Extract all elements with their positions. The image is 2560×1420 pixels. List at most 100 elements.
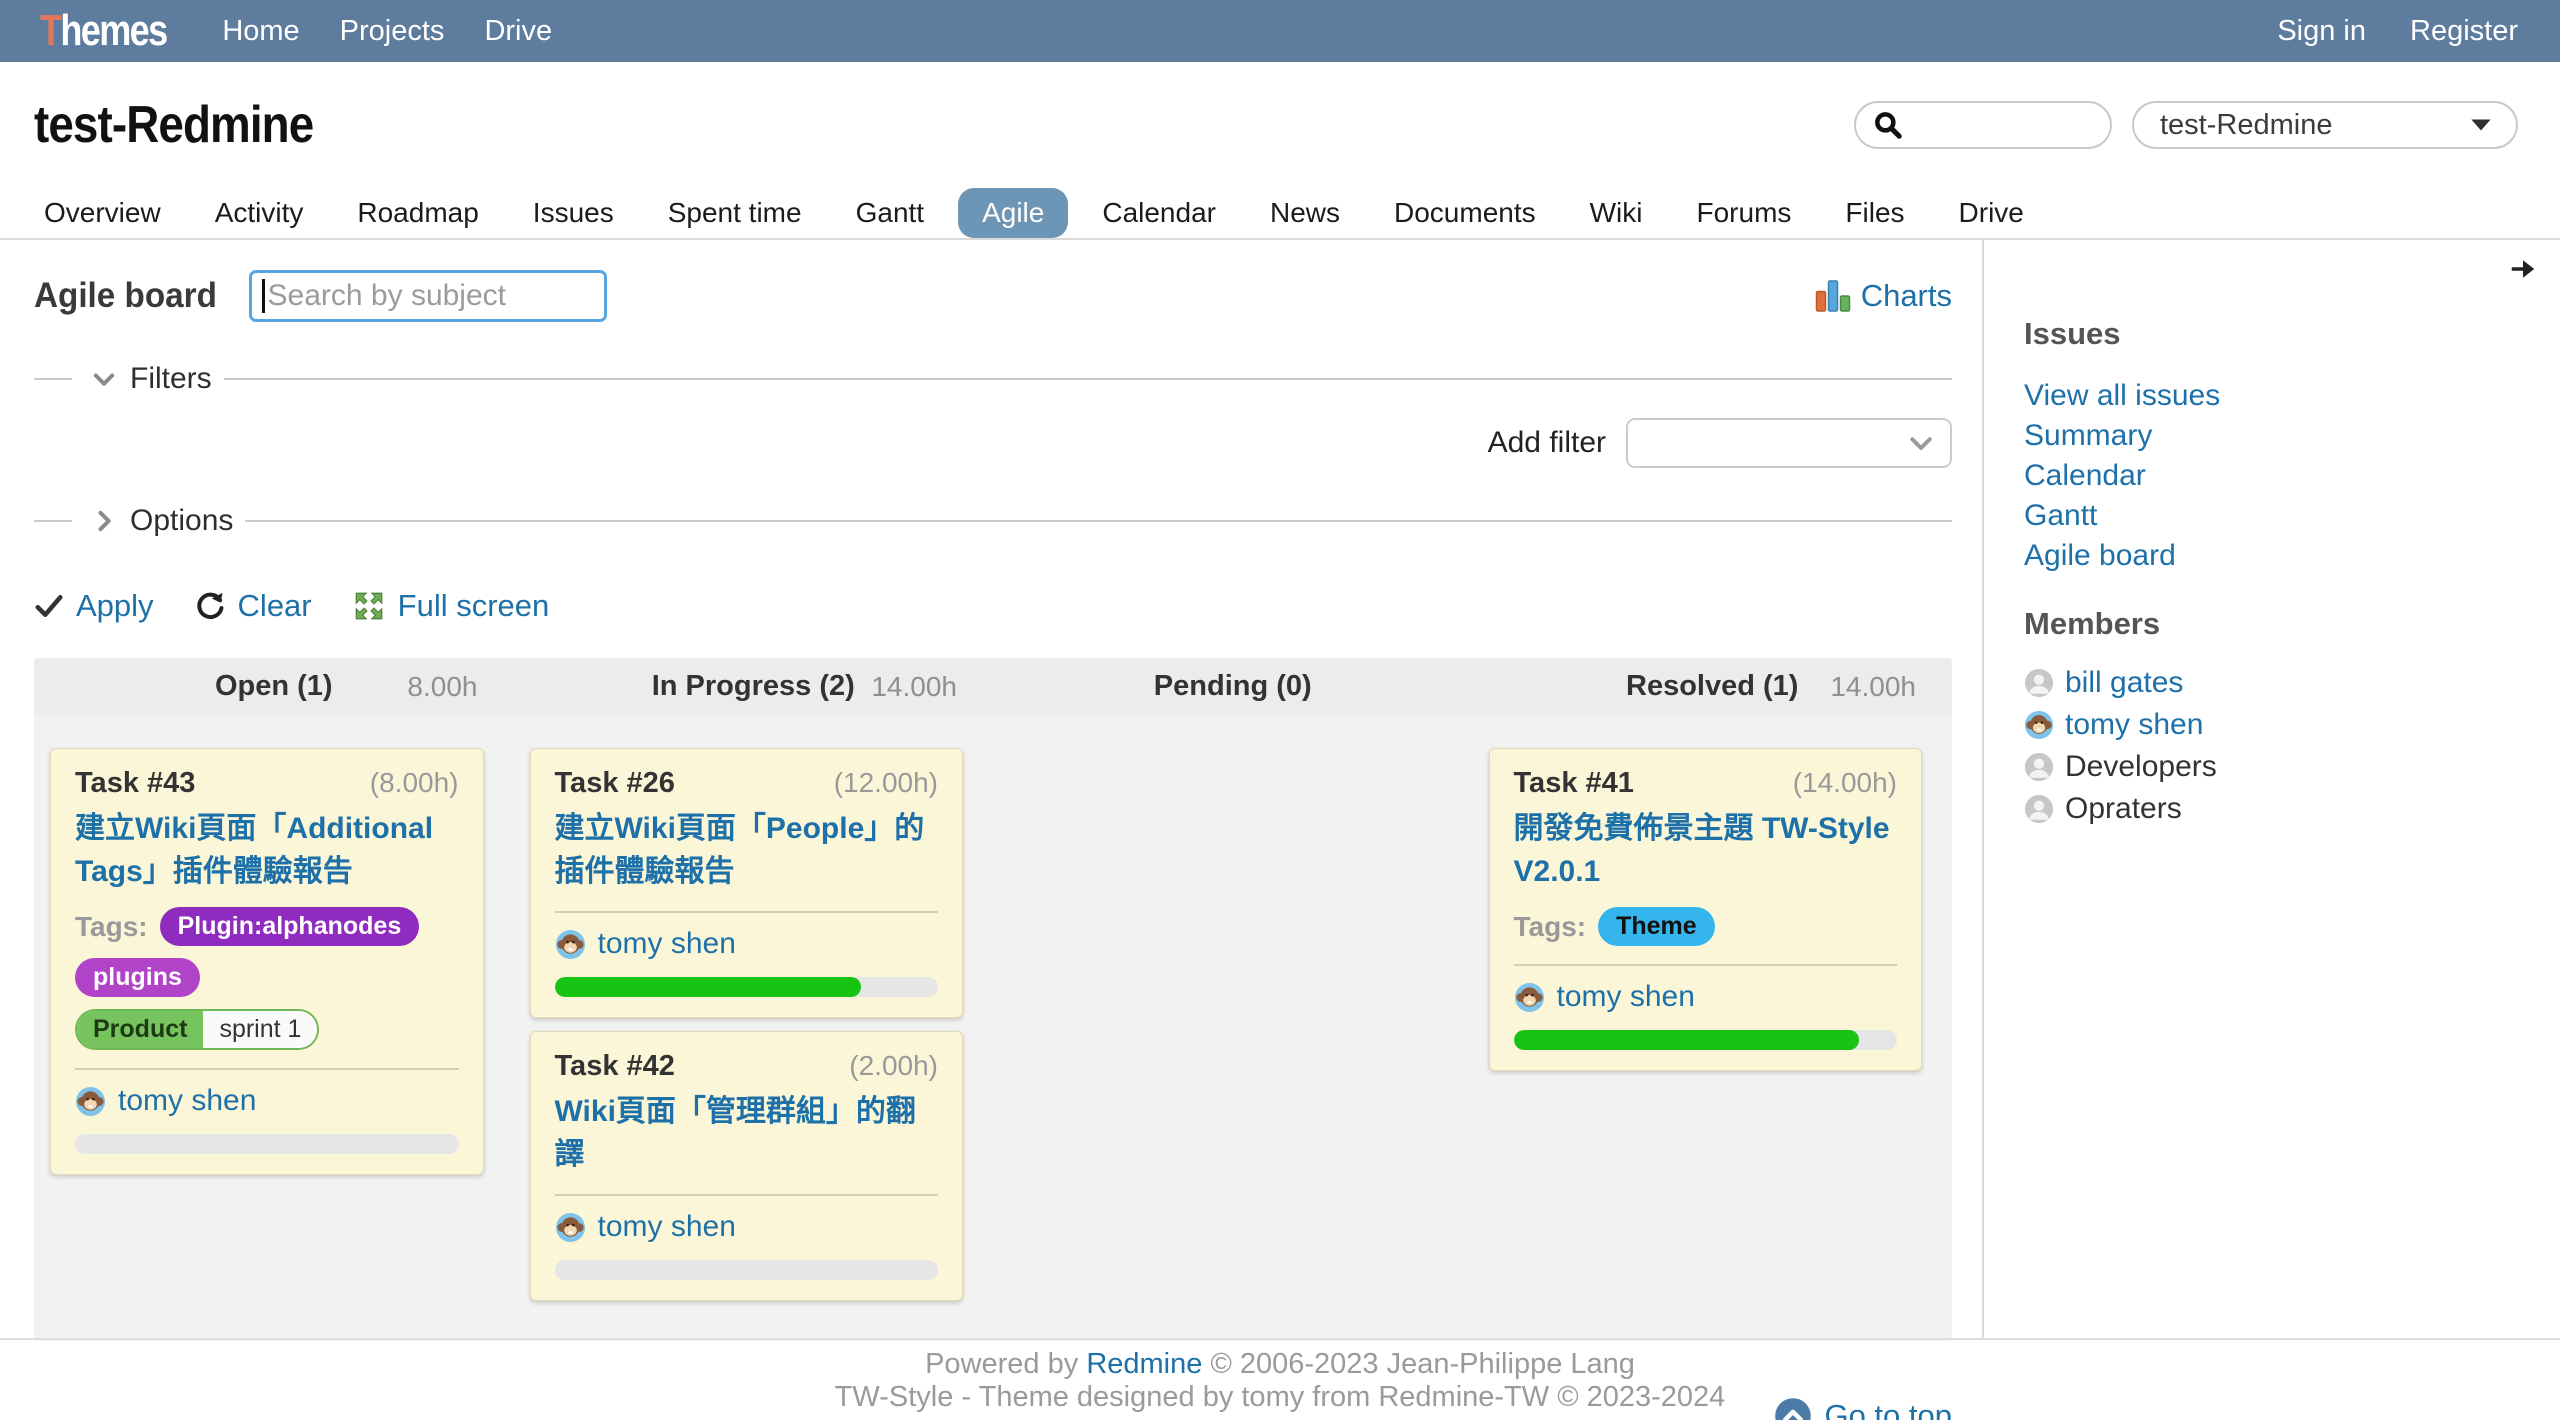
task-hours: (14.00h) [1792,767,1897,798]
tab-activity[interactable]: Activity [214,197,304,228]
tab-agile[interactable]: Agile [958,188,1069,238]
top-nav-items: Home Projects Drive [222,15,552,48]
charts-link[interactable]: Charts [1815,278,1952,314]
member-row: Developers [2024,750,2540,784]
member-link-bill-gates[interactable]: bill gates [2065,666,2184,699]
tag-pill[interactable]: Plugin:alphanodes [159,907,420,947]
task-card-26[interactable]: Task #26 (12.00h) 建立Wiki頁面「People」的插件體驗報… [529,748,963,1019]
subject-search-input[interactable] [248,270,607,322]
task-title-link[interactable]: Wiki頁面「管理群組」的翻譯 [554,1095,916,1171]
page-title: Agile board [34,276,217,315]
task-id: Task #42 [554,1050,675,1083]
task-title-link[interactable]: 建立Wiki頁面「People」的插件體驗報告 [554,812,925,888]
sidebar-link-agile-board[interactable]: Agile board [2024,539,2176,572]
assignee-link[interactable]: tomy shen [597,1210,736,1244]
member-group-developers: Developers [2065,750,2217,783]
tab-calendar[interactable]: Calendar [1102,197,1216,228]
tab-spent-time[interactable]: Spent time [667,197,802,228]
assignee-link[interactable]: tomy shen [118,1084,257,1118]
filters-label: Filters [130,362,212,395]
tab-news[interactable]: News [1269,197,1340,228]
apply-button[interactable]: Apply [34,588,154,624]
column-title: Open (1) [214,670,333,702]
task-card-43[interactable]: Task #43 (8.00h) 建立Wiki頁面「Additional Tag… [50,748,484,1176]
logo-rest: hemes [60,6,168,55]
sign-in-link[interactable]: Sign in [2277,14,2366,47]
member-link-tomy-shen[interactable]: tomy shen [2065,708,2204,741]
task-title-link[interactable]: 建立Wiki頁面「Additional Tags」插件體驗報告 [75,812,434,888]
filters-section-toggle[interactable]: Filters [34,362,1952,396]
tab-drive[interactable]: Drive [1958,197,2024,228]
register-link[interactable]: Register [2410,14,2518,47]
header-right-controls: test-Redmine [1854,101,2518,149]
footer-powered-suffix: © 2006-2023 Jean-Philippe Lang [1210,1348,1635,1380]
assignee-link[interactable]: tomy shen [1556,980,1695,1014]
sidebar-collapse-button[interactable] [2508,254,2538,289]
global-search-input[interactable] [1904,109,2094,141]
footer: Powered by Redmine © 2006-2023 Jean-Phil… [0,1338,2560,1420]
task-id: Task #41 [1513,767,1634,799]
task-title-link[interactable]: 開發免費佈景主題 TW-Style V2.0.1 [1513,812,1890,888]
options-section-toggle[interactable]: Options [34,504,1952,538]
tab-wiki[interactable]: Wiki [1589,197,1643,228]
global-search[interactable] [1854,101,2112,149]
task-card-41[interactable]: Task #41 (14.00h) 開發免費佈景主題 TW-Style V2.0… [1488,748,1922,1072]
triangle-down-icon [2470,118,2492,132]
tab-documents[interactable]: Documents [1394,197,1536,228]
sidebar-link-view-all-issues[interactable]: View all issues [2024,379,2221,412]
tags-label: Tags: [75,910,148,942]
tab-forums[interactable]: Forums [1696,197,1792,228]
fullscreen-expand-icon [352,589,386,623]
progress-bar [554,1260,938,1281]
column-title: Pending (0) [1153,670,1312,702]
issues-heading: Issues [2024,316,2121,351]
task-card-42[interactable]: Task #42 (2.00h) Wiki頁面「管理群組」的翻譯 tomy sh… [529,1031,963,1302]
subject-search-wrap [248,270,607,322]
themes-logo[interactable]: Themes [40,6,168,56]
search-icon [1872,109,1904,141]
project-selector[interactable]: test-Redmine [2132,101,2518,149]
fullscreen-button[interactable]: Full screen [352,588,550,624]
assignee-link[interactable]: tomy shen [597,927,736,961]
tags-label: Tags: [1513,910,1587,942]
project-title: test-Redmine [34,96,314,154]
nav-item-home[interactable]: Home [222,14,300,47]
sidebar-link-summary[interactable]: Summary [2024,419,2153,452]
member-row: bill gates [2024,666,2540,700]
tags-row: Tags: Theme [1513,907,1898,947]
tab-gantt[interactable]: Gantt [855,197,925,228]
go-to-top-link[interactable]: Go to top [1774,1397,1952,1420]
tag-pill[interactable]: Theme [1598,907,1715,947]
top-nav-auth: Sign in Register [2277,15,2518,48]
column-hours: 8.00h [407,670,478,702]
tab-roadmap[interactable]: Roadmap [357,197,479,228]
add-filter-label: Add filter [1487,426,1606,459]
task-hours: (2.00h) [849,1050,938,1082]
add-filter-select[interactable] [1626,418,1952,468]
agile-toolbar: Agile board Charts [34,270,1952,322]
footer-powered-prefix: Powered by [925,1348,1079,1380]
fullscreen-label: Full screen [397,588,550,623]
nav-item-projects[interactable]: Projects [339,14,445,47]
nav-item-drive[interactable]: Drive [484,14,553,47]
chevron-right-icon [90,507,118,535]
assignee-row: tomy shen [555,927,939,961]
tab-issues[interactable]: Issues [532,197,614,228]
user-avatar-icon [2024,668,2055,699]
tag-pill[interactable]: plugins [75,958,200,998]
apply-label: Apply [76,588,154,623]
logo-letter-t: T [40,6,62,55]
sidebar-link-calendar[interactable]: Calendar [2024,459,2146,492]
column-hours: 14.00h [871,670,957,702]
redmine-link[interactable]: Redmine [1086,1348,1203,1380]
clear-button[interactable]: Clear [194,588,312,624]
version-badge[interactable]: Product sprint 1 [75,1009,320,1051]
sidebar-link-gantt[interactable]: Gantt [2024,499,2098,532]
column-header-pending: Pending (0) [993,658,1473,715]
tab-files[interactable]: Files [1845,197,1905,228]
tab-overview[interactable]: Overview [44,197,161,228]
member-row: Opraters [2024,792,2540,826]
project-tab-bar: Overview Activity Roadmap Issues Spent t… [0,188,2560,240]
top-nav: Themes Home Projects Drive Sign in Regis… [0,0,2560,62]
